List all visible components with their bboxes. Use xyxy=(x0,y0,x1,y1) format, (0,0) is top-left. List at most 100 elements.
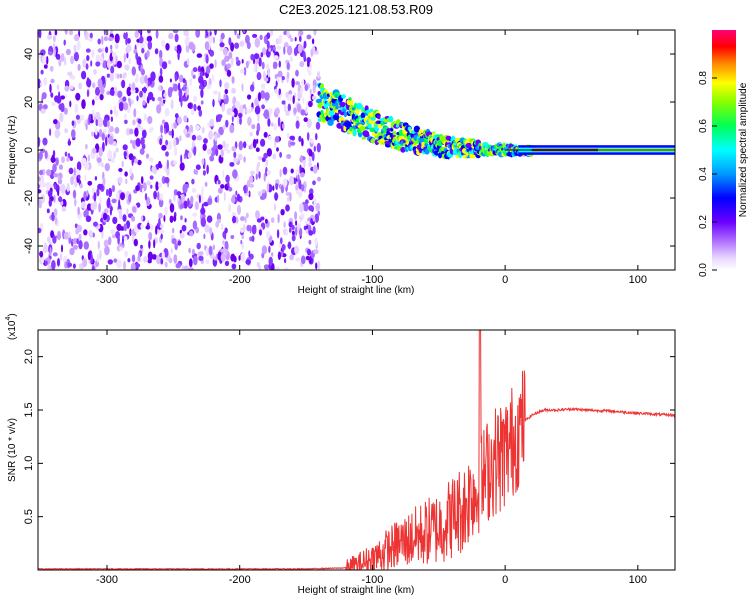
noise-speck xyxy=(278,60,281,68)
noise-speck xyxy=(313,249,319,255)
noise-speck xyxy=(147,30,151,34)
noise-speck xyxy=(53,35,56,43)
noise-speck xyxy=(46,56,49,65)
noise-speck xyxy=(49,128,52,136)
x-tick-label: -100 xyxy=(361,274,383,286)
noise-speck xyxy=(96,253,100,263)
noise-speck xyxy=(110,157,115,164)
noise-speck xyxy=(140,223,144,230)
noise-speck xyxy=(263,109,270,119)
noise-speck xyxy=(93,221,98,227)
noise-speck xyxy=(83,229,88,236)
noise-speck xyxy=(95,61,101,67)
noise-speck xyxy=(198,251,204,256)
signal-blob xyxy=(320,109,324,115)
signal-blob xyxy=(388,115,394,123)
noise-speck xyxy=(169,215,174,223)
noise-speck xyxy=(244,107,248,115)
noise-speck xyxy=(289,56,294,63)
noise-speck xyxy=(51,101,56,107)
noise-speck xyxy=(279,151,282,158)
noise-speck xyxy=(280,237,283,245)
noise-speck xyxy=(39,169,44,176)
noise-speck xyxy=(49,83,52,93)
noise-speck xyxy=(295,220,298,226)
noise-speck xyxy=(140,215,144,221)
noise-speck xyxy=(286,62,290,70)
signal-blob xyxy=(400,146,406,153)
noise-speck xyxy=(52,42,56,50)
noise-speck xyxy=(126,44,132,53)
noise-speck xyxy=(227,181,230,187)
noise-speck xyxy=(281,100,286,105)
noise-speck xyxy=(158,198,164,208)
noise-speck xyxy=(275,179,280,184)
noise-speck xyxy=(122,96,127,102)
noise-speck xyxy=(185,88,188,98)
noise-speck xyxy=(148,157,154,162)
noise-speck xyxy=(195,124,201,131)
noise-speck xyxy=(119,73,123,79)
noise-speck xyxy=(69,247,75,256)
noise-speck xyxy=(107,36,114,42)
noise-speck xyxy=(224,227,228,234)
x-axis-ticks: -300 -200 -100 0 100 xyxy=(96,330,647,586)
noise-speck xyxy=(139,75,145,85)
noise-speck xyxy=(38,227,42,234)
noise-speck xyxy=(211,74,214,82)
x-tick-label: -100 xyxy=(361,574,383,586)
noise-speck xyxy=(220,184,225,189)
noise-speck xyxy=(205,247,210,257)
noise-speck xyxy=(134,30,139,39)
noise-speck xyxy=(224,88,229,95)
noise-speck xyxy=(228,37,232,46)
noise-speck xyxy=(122,260,127,270)
noise-speck xyxy=(237,204,241,215)
noise-speck xyxy=(83,241,90,250)
noise-speck xyxy=(181,193,185,203)
noise-speck xyxy=(298,227,303,237)
noise-speck xyxy=(240,68,245,75)
noise-speck xyxy=(144,193,148,201)
noise-speck xyxy=(164,176,170,184)
noise-speck xyxy=(199,84,203,90)
noise-speck xyxy=(99,196,102,204)
noise-speck xyxy=(50,92,54,98)
noise-speck xyxy=(95,111,101,120)
noise-speck xyxy=(69,156,74,162)
noise-speck xyxy=(55,53,61,60)
noise-speck xyxy=(146,50,150,58)
noise-speck xyxy=(59,253,63,261)
noise-speck xyxy=(91,82,96,89)
noise-speck xyxy=(281,244,286,251)
noise-speck xyxy=(230,42,235,52)
noise-speck xyxy=(60,95,65,100)
noise-speck xyxy=(304,186,306,193)
noise-speck xyxy=(265,230,271,239)
noise-speck xyxy=(114,72,118,79)
noise-speck xyxy=(165,124,170,133)
noise-speck xyxy=(234,141,238,149)
noise-speck xyxy=(200,88,204,99)
noise-speck xyxy=(123,223,128,232)
noise-speck xyxy=(288,90,293,96)
noise-speck xyxy=(72,238,78,245)
noise-speck xyxy=(144,37,147,45)
noise-speck xyxy=(146,196,151,207)
noise-speck xyxy=(152,254,157,260)
noise-speck xyxy=(307,60,310,68)
noise-speck xyxy=(174,113,179,119)
noise-speck xyxy=(40,108,46,114)
noise-speck xyxy=(85,48,91,53)
y-tick-label: 1.5 xyxy=(23,402,35,417)
noise-speck xyxy=(201,203,204,213)
noise-speck xyxy=(204,41,210,51)
noise-speck xyxy=(83,210,87,218)
snr-y-label: SNR (10 * v/v) xyxy=(7,418,18,482)
noise-speck xyxy=(285,192,291,196)
noise-speck xyxy=(143,113,147,121)
noise-speck xyxy=(305,199,309,205)
noise-speck xyxy=(60,53,65,62)
noise-speck xyxy=(235,56,239,62)
noise-speck xyxy=(228,203,232,213)
